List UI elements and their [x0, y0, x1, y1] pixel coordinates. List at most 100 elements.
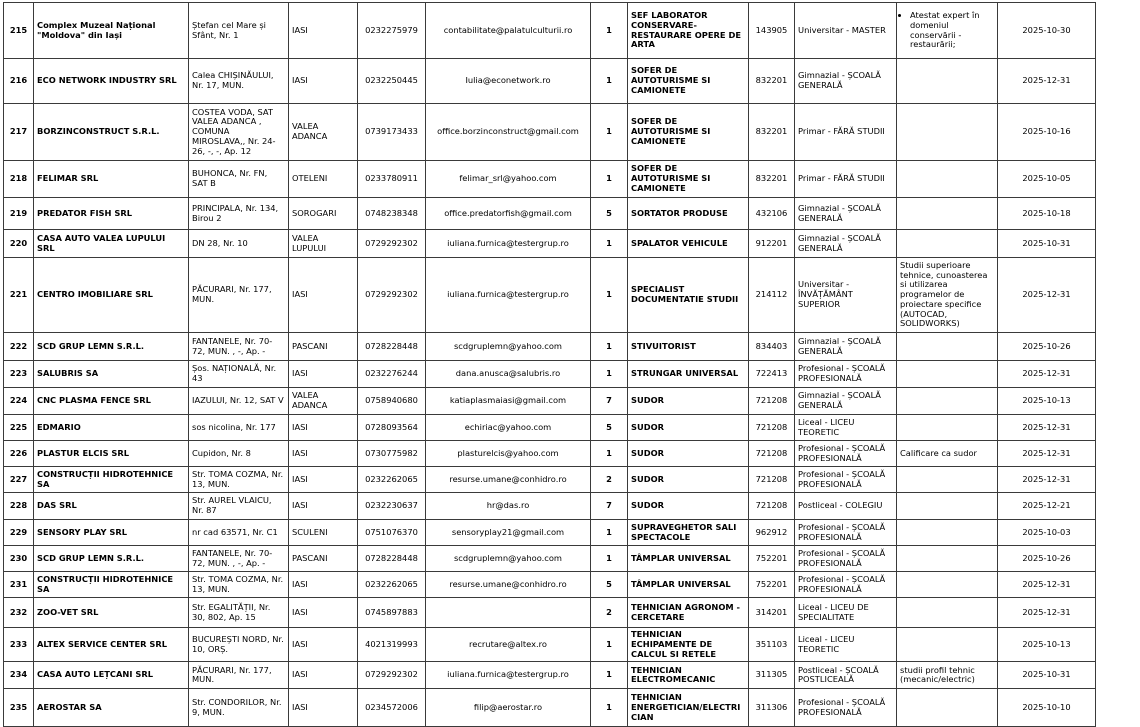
cell-education: Liceal - LICEU TEORETIC [794, 414, 897, 441]
cell-education: Gimnazial - ȘCOALĂ GENERALĂ [794, 229, 897, 258]
cell-occupation: SUDOR [627, 440, 749, 467]
cell-nr: 215 [3, 2, 34, 59]
cell-posts: 1 [590, 2, 628, 59]
cell-education: Universitar - ÎNVĂȚĂMÂNT SUPERIOR [794, 257, 897, 333]
cell-other: Atestat expert în domeniul conservării -… [896, 2, 998, 59]
cell-cor: 432106 [748, 197, 795, 230]
cell-nr: 229 [3, 519, 34, 546]
cell-posts: 1 [590, 626, 628, 663]
cell-employer: CASA AUTO LEȚCANI SRL [33, 661, 189, 690]
cell-date: 2025-10-03 [997, 519, 1096, 546]
cell-date: 2025-12-31 [997, 414, 1096, 441]
cell-nr: 217 [3, 103, 34, 161]
cell-education: Profesional - ȘCOALĂ PROFESIONALĂ [794, 688, 897, 727]
cell-occupation: TÂMPLAR UNIVERSAL [627, 545, 749, 572]
cell-nr: 226 [3, 440, 34, 467]
cell-nr: 222 [3, 332, 34, 361]
cell-posts: 1 [590, 160, 628, 198]
cell-employer: PLASTUR ELCIS SRL [33, 440, 189, 467]
cell-locality: IASI [288, 360, 358, 388]
cell-other [896, 492, 998, 520]
cell-address: Cupidon, Nr. 8 [188, 440, 289, 467]
cell-phone: 0748238348 [357, 197, 426, 230]
cell-posts: 1 [590, 103, 628, 161]
cell-other: Studii superioare tehnice, cunoasterea s… [896, 257, 998, 333]
cell-other [896, 688, 998, 727]
cell-phone: 0232276244 [357, 360, 426, 388]
cell-occupation: SUPRAVEGHETOR SALI SPECTACOLE [627, 519, 749, 546]
cell-phone: 0233780911 [357, 160, 426, 198]
cell-locality: IASI [288, 626, 358, 663]
cell-date: 2025-10-30 [997, 2, 1096, 59]
cell-address: Calea CHIȘINĂULUI, Nr. 17, MUN. [188, 58, 289, 104]
cell-occupation: STRUNGAR UNIVERSAL [627, 360, 749, 388]
cell-cor: 311306 [748, 688, 795, 727]
cell-address: PĂCURARI, Nr. 177, MUN. [188, 257, 289, 333]
cell-date: 2025-10-05 [997, 160, 1096, 198]
table-row: 234 CASA AUTO LEȚCANI SRL PĂCURARI, Nr. 17… [3, 661, 1096, 690]
cell-cor: 912201 [748, 229, 795, 258]
cell-address: nr cad 63571, Nr. C1 [188, 519, 289, 546]
table-row: 232 ZOO-VET SRL Str. EGALITĂȚII, Nr. 30, 8… [3, 597, 1096, 628]
table-row: 215 Complex Muzeal Național "Moldova" din… [3, 2, 1096, 59]
cell-nr: 231 [3, 571, 34, 598]
cell-address: Str. CONDORILOR, Nr. 9, MUN. [188, 688, 289, 727]
cell-posts: 1 [590, 661, 628, 690]
cell-posts: 1 [590, 58, 628, 104]
cell-nr: 216 [3, 58, 34, 104]
cell-cor: 314201 [748, 597, 795, 628]
cell-cor: 721208 [748, 387, 795, 415]
cell-email: scdgruplemn@yahoo.com [425, 545, 591, 572]
cell-email: plasturelcis@yahoo.com [425, 440, 591, 467]
cell-date: 2025-10-31 [997, 661, 1096, 690]
cell-locality: VALEA ADANCA [288, 103, 358, 161]
table-row: 229 SENSORY PLAY SRL nr cad 63571, Nr. C1 S… [3, 519, 1096, 546]
cell-date: 2025-10-18 [997, 197, 1096, 230]
cell-employer: FELIMAR SRL [33, 160, 189, 198]
cell-education: Postliceal - COLEGIU [794, 492, 897, 520]
table-body: 215 Complex Muzeal Național "Moldova" din… [3, 2, 1096, 727]
cell-nr: 233 [3, 626, 34, 663]
cell-address: BUHONCA, Nr. FN, SAT B [188, 160, 289, 198]
cell-education: Primar - FĂRĂ STUDII [794, 160, 897, 198]
cell-email: iuliana.furnica@testergrup.ro [425, 229, 591, 258]
cell-address: Str. TOMA COZMA, Nr. 13, MUN. [188, 571, 289, 598]
cell-cor: 721208 [748, 440, 795, 467]
cell-education: Profesional - ȘCOALĂ PROFESIONALĂ [794, 360, 897, 388]
cell-other [896, 519, 998, 546]
cell-occupation: TÂMPLAR UNIVERSAL [627, 571, 749, 598]
table-row: 230 SCD GRUP LEMN S.R.L. FANTANELE, Nr. 70… [3, 545, 1096, 572]
cell-occupation: SPALATOR VEHICULE [627, 229, 749, 258]
cell-occupation: SPECIALIST DOCUMENTATIE STUDII [627, 257, 749, 333]
cell-cor: 752201 [748, 571, 795, 598]
cell-email: resurse.umane@conhidro.ro [425, 466, 591, 493]
cell-phone: 0739173433 [357, 103, 426, 161]
cell-phone: 0730775982 [357, 440, 426, 467]
cell-occupation: SOFER DE AUTOTURISME SI CAMIONETE [627, 58, 749, 104]
cell-address: PRINCIPALA, Nr. 134, Birou 2 [188, 197, 289, 230]
cell-employer: CENTRO IMOBILIARE SRL [33, 257, 189, 333]
cell-employer: EDMARIO [33, 414, 189, 441]
cell-cor: 722413 [748, 360, 795, 388]
cell-email: hr@das.ro [425, 492, 591, 520]
cell-occupation: STIVUITORIST [627, 332, 749, 361]
table-row: 224 CNC PLASMA FENCE SRL IAZULUI, Nr. 12, … [3, 387, 1096, 415]
cell-address: Str. TOMA COZMA, Nr. 13, MUN. [188, 466, 289, 493]
cell-employer: CONSTRUCȚII HIDROTEHNICE SA [33, 466, 189, 493]
cell-address: Ștefan cel Mare și Sfânt, Nr. 1 [188, 2, 289, 59]
cell-address: Str. AUREL VLAICU, Nr. 87 [188, 492, 289, 520]
cell-phone: 0728228448 [357, 332, 426, 361]
cell-other [896, 387, 998, 415]
cell-posts: 1 [590, 440, 628, 467]
cell-date: 2025-12-31 [997, 440, 1096, 467]
cell-cor: 143905 [748, 2, 795, 59]
cell-employer: DAS SRL [33, 492, 189, 520]
cell-posts: 2 [590, 597, 628, 628]
cell-nr: 228 [3, 492, 34, 520]
cell-date: 2025-10-13 [997, 626, 1096, 663]
cell-address: FANTANELE, Nr. 70-72, MUN. , -, Ap. - [188, 332, 289, 361]
cell-email: katiaplasmaiasi@gmail.com [425, 387, 591, 415]
cell-other [896, 229, 998, 258]
cell-other [896, 414, 998, 441]
cell-date: 2025-12-31 [997, 597, 1096, 628]
